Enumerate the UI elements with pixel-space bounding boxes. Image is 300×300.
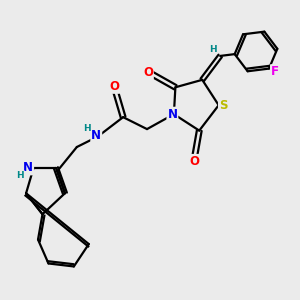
Text: O: O: [190, 155, 200, 168]
Text: H: H: [209, 45, 217, 54]
Text: N: N: [167, 108, 177, 121]
Text: F: F: [271, 65, 279, 78]
Text: O: O: [109, 80, 119, 93]
Text: N: N: [23, 161, 33, 174]
Text: H: H: [83, 124, 91, 133]
Text: S: S: [219, 99, 227, 112]
Text: N: N: [91, 129, 101, 142]
Text: H: H: [16, 171, 24, 180]
Text: O: O: [143, 66, 153, 79]
